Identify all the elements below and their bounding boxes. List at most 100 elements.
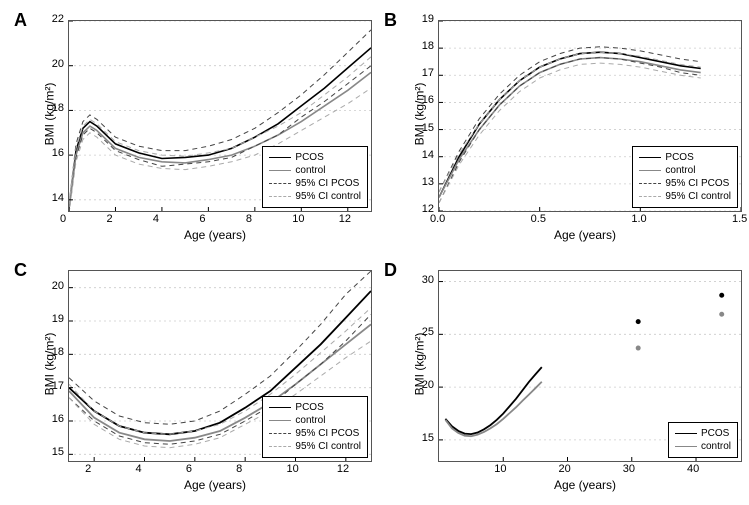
xtick-label: 20 bbox=[559, 463, 571, 475]
legend-label: control bbox=[295, 414, 325, 427]
legend: PCOScontrol95% CI PCOS95% CI control bbox=[632, 146, 738, 208]
ytick-label: 14 bbox=[52, 192, 64, 204]
ytick-label: 19 bbox=[422, 13, 434, 25]
ylabel: BMI (kg/m²) bbox=[42, 333, 56, 396]
xtick-label: 10 bbox=[292, 213, 304, 225]
xtick-label: 8 bbox=[246, 213, 252, 225]
legend-line-icon bbox=[675, 433, 697, 434]
legend-line-icon bbox=[269, 196, 291, 197]
legend-label: PCOS bbox=[665, 151, 693, 164]
legend-item: control bbox=[639, 164, 731, 177]
series-pcos bbox=[445, 367, 541, 434]
panel-a: A0246810121416182022Age (years)BMI (kg/m… bbox=[10, 8, 370, 248]
xtick-label: 4 bbox=[153, 213, 159, 225]
legend-item: 95% CI control bbox=[639, 190, 731, 203]
legend-label: PCOS bbox=[295, 151, 323, 164]
legend-line-icon bbox=[269, 433, 291, 434]
legend-item: 95% CI control bbox=[269, 190, 361, 203]
legend-item: PCOS bbox=[269, 401, 361, 414]
ytick-label: 17 bbox=[422, 67, 434, 79]
ylabel: BMI (kg/m²) bbox=[412, 83, 426, 146]
panel-b: B0.00.51.01.51213141516171819Age (years)… bbox=[380, 8, 740, 248]
panel-d: D1020304015202530Age (years)BMI (kg/m²)P… bbox=[380, 258, 740, 498]
xtick-label: 10 bbox=[494, 463, 506, 475]
ytick-label: 15 bbox=[52, 446, 64, 458]
panel-label: D bbox=[384, 260, 397, 281]
xlabel: Age (years) bbox=[184, 478, 246, 492]
xlabel: Age (years) bbox=[554, 228, 616, 242]
xtick-label: 30 bbox=[623, 463, 635, 475]
ytick-label: 12 bbox=[422, 203, 434, 215]
panel-label: C bbox=[14, 260, 27, 281]
ylabel: BMI (kg/m²) bbox=[42, 83, 56, 146]
ytick-label: 30 bbox=[422, 274, 434, 286]
xtick-label: 12 bbox=[339, 213, 351, 225]
legend-label: control bbox=[295, 164, 325, 177]
panel-c: C24681012151617181920Age (years)BMI (kg/… bbox=[10, 258, 370, 498]
xtick-label: 2 bbox=[106, 213, 112, 225]
xtick-label: 8 bbox=[236, 463, 242, 475]
ylabel: BMI (kg/m²) bbox=[412, 333, 426, 396]
panel-label: A bbox=[14, 10, 27, 31]
legend-item: 95% CI PCOS bbox=[269, 177, 361, 190]
xtick-label: 12 bbox=[337, 463, 349, 475]
ytick-label: 22 bbox=[52, 13, 64, 25]
legend-item: control bbox=[269, 414, 361, 427]
legend-line-icon bbox=[269, 183, 291, 184]
legend-label: 95% CI PCOS bbox=[295, 427, 359, 440]
ytick-label: 13 bbox=[422, 176, 434, 188]
legend-line-icon bbox=[269, 407, 291, 408]
legend-label: 95% CI control bbox=[295, 440, 361, 453]
xtick-label: 0.5 bbox=[531, 213, 546, 225]
legend-line-icon bbox=[269, 157, 291, 158]
ytick-label: 16 bbox=[52, 147, 64, 159]
legend-label: control bbox=[665, 164, 695, 177]
xtick-label: 6 bbox=[199, 213, 205, 225]
xtick-label: 1.0 bbox=[631, 213, 646, 225]
xtick-label: 0 bbox=[60, 213, 66, 225]
point-ctrl_pts bbox=[719, 312, 724, 317]
legend-line-icon bbox=[269, 420, 291, 421]
legend-line-icon bbox=[269, 446, 291, 447]
point-ctrl_pts bbox=[636, 346, 641, 351]
legend-line-icon bbox=[675, 446, 697, 447]
legend-item: control bbox=[269, 164, 361, 177]
legend: PCOScontrol bbox=[668, 422, 738, 458]
xtick-label: 10 bbox=[287, 463, 299, 475]
point-pcos_pts bbox=[636, 319, 641, 324]
legend-label: control bbox=[701, 440, 731, 453]
xtick-label: 1.5 bbox=[732, 213, 747, 225]
legend-label: 95% CI control bbox=[295, 190, 361, 203]
ytick-label: 18 bbox=[422, 40, 434, 52]
xlabel: Age (years) bbox=[184, 228, 246, 242]
figure: A 0 2 4 6 8 10 12 14 16 18 20 22 Age (years) BMI (kg/m… bbox=[0, 0, 749, 505]
xtick-label: 4 bbox=[136, 463, 142, 475]
legend-item: PCOS bbox=[639, 151, 731, 164]
legend-item: 95% CI control bbox=[269, 440, 361, 453]
xtick-label: 40 bbox=[687, 463, 699, 475]
legend-item: PCOS bbox=[269, 151, 361, 164]
ytick-label: 20 bbox=[52, 280, 64, 292]
legend-line-icon bbox=[639, 183, 661, 184]
xtick-label: 2 bbox=[85, 463, 91, 475]
legend-item: 95% CI PCOS bbox=[269, 427, 361, 440]
ytick-label: 16 bbox=[52, 413, 64, 425]
legend: PCOScontrol95% CI PCOS95% CI control bbox=[262, 146, 368, 208]
ytick-label: 20 bbox=[52, 58, 64, 70]
legend-label: PCOS bbox=[295, 401, 323, 414]
legend-item: PCOS bbox=[675, 427, 731, 440]
ytick-label: 15 bbox=[422, 432, 434, 444]
xlabel: Age (years) bbox=[554, 478, 616, 492]
legend-label: 95% CI control bbox=[665, 190, 731, 203]
legend-label: 95% CI PCOS bbox=[295, 177, 359, 190]
ytick-label: 19 bbox=[52, 313, 64, 325]
legend-line-icon bbox=[639, 196, 661, 197]
legend-line-icon bbox=[639, 170, 661, 171]
legend-line-icon bbox=[639, 157, 661, 158]
xtick-label: 6 bbox=[186, 463, 192, 475]
series-control bbox=[445, 382, 541, 436]
legend-label: 95% CI PCOS bbox=[665, 177, 729, 190]
legend-label: PCOS bbox=[701, 427, 729, 440]
ytick-label: 14 bbox=[422, 149, 434, 161]
legend: PCOScontrol95% CI PCOS95% CI control bbox=[262, 396, 368, 458]
